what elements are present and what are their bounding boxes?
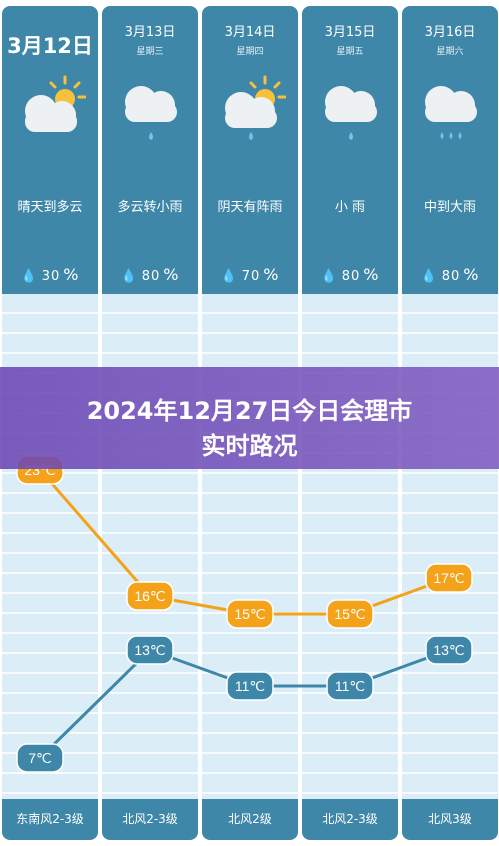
wind-label: 北风2-3级 bbox=[322, 812, 378, 826]
temp-pill bbox=[326, 599, 374, 629]
temp-label: 11℃ bbox=[235, 678, 265, 694]
condition-label: 小 雨 bbox=[334, 200, 366, 215]
temp-pill bbox=[226, 599, 274, 629]
day-header-panel bbox=[102, 6, 198, 294]
temp-point-2-3: 11℃ bbox=[226, 671, 274, 701]
temp-label: 7℃ bbox=[28, 750, 52, 766]
wind-label: 东南风2-3级 bbox=[16, 812, 84, 826]
temp-pill bbox=[425, 563, 473, 593]
humidity-drop-icon: 💧 bbox=[420, 269, 438, 284]
cloud-rain-light-icon bbox=[125, 86, 177, 140]
humidity-drop-icon: 💧 bbox=[120, 269, 138, 284]
temp-point-1-4: 15℃ bbox=[326, 599, 374, 629]
day-footer-panel bbox=[2, 799, 98, 840]
temp-pill bbox=[425, 635, 473, 665]
temp-label: 13℃ bbox=[433, 642, 464, 658]
humidity-readout: 💧 80% bbox=[402, 265, 498, 284]
humidity-unit: % bbox=[163, 265, 180, 284]
temp-label: 13℃ bbox=[134, 642, 165, 658]
date-label: 3月14日 bbox=[224, 25, 276, 40]
title-banner: 2024年12月27日今日会理市 实时路况 bbox=[0, 367, 499, 469]
weekday-label: 星期四 bbox=[236, 47, 264, 57]
temp-label: 11℃ bbox=[335, 678, 365, 694]
humidity-drop-icon: 💧 bbox=[220, 269, 238, 284]
wind-label: 北风2级 bbox=[228, 812, 272, 826]
weekday-label: 星期三 bbox=[136, 47, 164, 57]
condition-label: 中到大雨 bbox=[423, 200, 476, 215]
temp-pill bbox=[126, 635, 174, 665]
temp-pill bbox=[16, 743, 64, 773]
condition-label: 晴天到多云 bbox=[17, 200, 83, 215]
wind-label: 北风3级 bbox=[428, 812, 472, 826]
humidity-value: 80 bbox=[141, 269, 161, 284]
weekday-label: 星期五 bbox=[336, 47, 364, 57]
humidity-drop-icon: 💧 bbox=[20, 269, 38, 284]
humidity-value: 70 bbox=[241, 269, 261, 284]
humidity-unit: % bbox=[363, 265, 380, 284]
humidity-drop-icon: 💧 bbox=[320, 269, 338, 284]
temp-point-2-4: 11℃ bbox=[326, 671, 374, 701]
temp-label: 17℃ bbox=[433, 570, 464, 586]
temp-pill bbox=[126, 581, 174, 611]
day-header-panel bbox=[302, 6, 398, 294]
day-footer-panel bbox=[102, 799, 198, 840]
temp-pill bbox=[326, 671, 374, 701]
condition-label: 阴天有阵雨 bbox=[217, 200, 283, 215]
humidity-value: 80 bbox=[341, 269, 361, 284]
series-line-2 bbox=[38, 648, 450, 760]
day-footer-panel bbox=[302, 799, 398, 840]
temp-label: 16℃ bbox=[134, 588, 165, 604]
date-label: 3月15日 bbox=[324, 25, 376, 40]
day-footer-panel bbox=[202, 799, 298, 840]
page-title: 2024年12月27日今日会理市 bbox=[86, 397, 413, 425]
temp-point-2-5: 13℃ bbox=[425, 635, 473, 665]
temp-point-2-1: 7℃ bbox=[16, 743, 64, 773]
humidity-unit: % bbox=[463, 265, 480, 284]
condition-label: 多云转小雨 bbox=[117, 200, 183, 215]
wind-label: 北风2-3级 bbox=[122, 812, 178, 826]
temp-point-1-3: 15℃ bbox=[226, 599, 274, 629]
sun-cloud-shower-icon bbox=[225, 75, 286, 140]
humidity-unit: % bbox=[263, 265, 280, 284]
partly-cloudy-sun-icon bbox=[25, 75, 86, 132]
humidity-value: 30 bbox=[41, 269, 61, 284]
page-subtitle: 实时路况 bbox=[201, 432, 298, 460]
humidity-readout: 💧 70% bbox=[202, 265, 298, 284]
humidity-unit: % bbox=[63, 265, 80, 284]
weekday-label: 星期六 bbox=[436, 47, 464, 57]
temp-point-2-2: 13℃ bbox=[126, 635, 174, 665]
day-footer-panel bbox=[402, 799, 498, 840]
humidity-value: 80 bbox=[441, 269, 461, 284]
day-header-panel bbox=[2, 6, 98, 294]
temp-label: 15℃ bbox=[334, 606, 365, 622]
humidity-readout: 💧 80% bbox=[302, 265, 398, 284]
cloud-rain-heavy-icon bbox=[425, 86, 477, 139]
day-header-panel bbox=[202, 6, 298, 294]
temp-point-1-5: 17℃ bbox=[425, 563, 473, 593]
temp-pill bbox=[226, 671, 274, 701]
temp-label: 15℃ bbox=[234, 606, 265, 622]
date-label: 3月12日 bbox=[7, 34, 93, 58]
temp-point-1-2: 16℃ bbox=[126, 581, 174, 611]
humidity-readout: 💧 30% bbox=[2, 265, 98, 284]
humidity-readout: 💧 80% bbox=[102, 265, 198, 284]
date-label: 3月13日 bbox=[124, 25, 176, 40]
series-line-1 bbox=[38, 469, 450, 616]
cloud-rain-light-icon bbox=[325, 86, 377, 140]
date-label: 3月16日 bbox=[424, 25, 476, 40]
day-header-panel bbox=[402, 6, 498, 294]
